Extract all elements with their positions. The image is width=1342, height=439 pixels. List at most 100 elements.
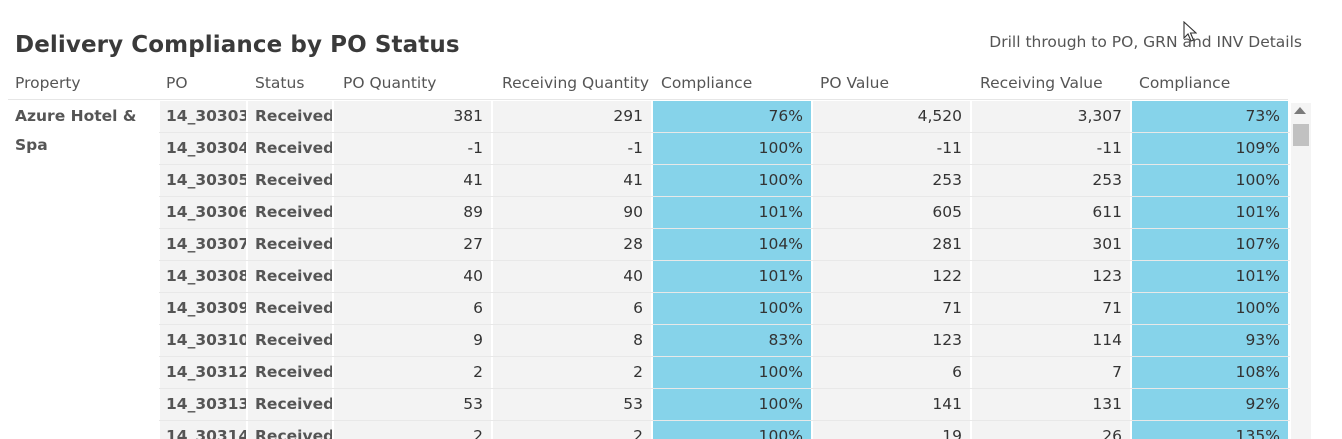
value-compliance-cell: 100% bbox=[1132, 293, 1288, 324]
row-divider bbox=[159, 164, 1290, 165]
po-cell: 14_30304 bbox=[160, 133, 246, 164]
quantity-compliance-cell: 100% bbox=[653, 133, 811, 164]
column-header-po-value[interactable]: PO Value bbox=[820, 74, 890, 92]
column-header-po-quantity[interactable]: PO Quantity bbox=[343, 74, 437, 92]
po-cell: 14_30312 bbox=[160, 357, 246, 388]
po-quantity-cell: 53 bbox=[334, 389, 491, 420]
table-row[interactable]: 14_30305 Received 41 41 100% 253 253 100% bbox=[0, 165, 1290, 197]
po-cell: 14_30314 bbox=[160, 421, 246, 439]
scrollbar-thumb[interactable] bbox=[1293, 124, 1309, 146]
po-cell: 14_30306 bbox=[160, 197, 246, 228]
status-cell: Received bbox=[248, 101, 332, 132]
row-divider bbox=[159, 260, 1290, 261]
po-cell: 14_30313 bbox=[160, 389, 246, 420]
receiving-value-cell: 301 bbox=[972, 229, 1130, 260]
po-quantity-cell: 6 bbox=[334, 293, 491, 324]
row-divider bbox=[159, 132, 1290, 133]
table-row[interactable]: 14_30308 Received 40 40 101% 122 123 101% bbox=[0, 261, 1290, 293]
row-divider bbox=[159, 388, 1290, 389]
receiving-quantity-cell: 53 bbox=[493, 389, 651, 420]
quantity-compliance-cell: 100% bbox=[653, 357, 811, 388]
receiving-quantity-cell: 28 bbox=[493, 229, 651, 260]
row-divider bbox=[159, 324, 1290, 325]
row-divider bbox=[159, 228, 1290, 229]
po-value-cell: 6 bbox=[813, 357, 970, 388]
receiving-quantity-cell: 90 bbox=[493, 197, 651, 228]
po-value-cell: 122 bbox=[813, 261, 970, 292]
column-header-property[interactable]: Property bbox=[15, 74, 81, 92]
vertical-scrollbar[interactable] bbox=[1291, 103, 1311, 439]
quantity-compliance-cell: 100% bbox=[653, 421, 811, 439]
po-value-cell: 4,520 bbox=[813, 101, 970, 132]
quantity-compliance-cell: 100% bbox=[653, 389, 811, 420]
mouse-cursor-icon bbox=[1183, 21, 1197, 42]
quantity-compliance-cell: 101% bbox=[653, 197, 811, 228]
po-value-cell: 605 bbox=[813, 197, 970, 228]
table-row[interactable]: 14_30309 Received 6 6 100% 71 71 100% bbox=[0, 293, 1290, 325]
quantity-compliance-cell: 101% bbox=[653, 261, 811, 292]
scroll-up-arrow-icon[interactable] bbox=[1294, 107, 1306, 114]
receiving-value-cell: 123 bbox=[972, 261, 1130, 292]
po-cell: 14_30305 bbox=[160, 165, 246, 196]
status-cell: Received bbox=[248, 325, 332, 356]
table-row[interactable]: 14_30306 Received 89 90 101% 605 611 101% bbox=[0, 197, 1290, 229]
status-cell: Received bbox=[248, 389, 332, 420]
value-compliance-cell: 109% bbox=[1132, 133, 1288, 164]
po-cell: 14_30303 bbox=[160, 101, 246, 132]
value-compliance-cell: 108% bbox=[1132, 357, 1288, 388]
value-compliance-cell: 92% bbox=[1132, 389, 1288, 420]
po-quantity-cell: 9 bbox=[334, 325, 491, 356]
column-header-receiving-value[interactable]: Receiving Value bbox=[980, 74, 1103, 92]
table-row[interactable]: 14_30304 Received -1 -1 100% -11 -11 109% bbox=[0, 133, 1290, 165]
status-cell: Received bbox=[248, 357, 332, 388]
status-cell: Received bbox=[248, 133, 332, 164]
receiving-value-cell: 253 bbox=[972, 165, 1130, 196]
table-row[interactable]: 14_30313 Received 53 53 100% 141 131 92% bbox=[0, 389, 1290, 421]
receiving-quantity-cell: 2 bbox=[493, 357, 651, 388]
receiving-value-cell: 3,307 bbox=[972, 101, 1130, 132]
po-value-cell: 281 bbox=[813, 229, 970, 260]
receiving-value-cell: 131 bbox=[972, 389, 1130, 420]
receiving-value-cell: 7 bbox=[972, 357, 1130, 388]
table-row[interactable]: 14_30310 Received 9 8 83% 123 114 93% bbox=[0, 325, 1290, 357]
column-header-compliance-quantity[interactable]: Compliance bbox=[661, 74, 753, 92]
column-header-compliance-value[interactable]: Compliance bbox=[1139, 74, 1231, 92]
po-quantity-cell: 40 bbox=[334, 261, 491, 292]
status-cell: Received bbox=[248, 421, 332, 439]
receiving-quantity-cell: 291 bbox=[493, 101, 651, 132]
po-value-cell: 71 bbox=[813, 293, 970, 324]
drill-through-link[interactable]: Drill through to PO, GRN and INV Details bbox=[989, 33, 1302, 51]
status-cell: Received bbox=[248, 261, 332, 292]
receiving-value-cell: 611 bbox=[972, 197, 1130, 228]
po-quantity-cell: 27 bbox=[334, 229, 491, 260]
column-header-status[interactable]: Status bbox=[255, 74, 305, 92]
po-value-cell: 19 bbox=[813, 421, 970, 439]
table-row[interactable]: 14_30307 Received 27 28 104% 281 301 107% bbox=[0, 229, 1290, 261]
receiving-quantity-cell: -1 bbox=[493, 133, 651, 164]
po-quantity-cell: 2 bbox=[334, 357, 491, 388]
row-divider bbox=[159, 292, 1290, 293]
receiving-quantity-cell: 40 bbox=[493, 261, 651, 292]
column-header-po[interactable]: PO bbox=[166, 74, 188, 92]
po-quantity-cell: 381 bbox=[334, 101, 491, 132]
status-cell: Received bbox=[248, 197, 332, 228]
receiving-quantity-cell: 6 bbox=[493, 293, 651, 324]
quantity-compliance-cell: 100% bbox=[653, 165, 811, 196]
value-compliance-cell: 93% bbox=[1132, 325, 1288, 356]
row-divider bbox=[159, 196, 1290, 197]
receiving-value-cell: 114 bbox=[972, 325, 1130, 356]
po-cell: 14_30307 bbox=[160, 229, 246, 260]
po-value-cell: -11 bbox=[813, 133, 970, 164]
table-row[interactable]: 14_30314 Received 2 2 100% 19 26 135% bbox=[0, 421, 1290, 439]
column-header-receiving-quantity[interactable]: Receiving Quantity bbox=[502, 74, 650, 92]
po-value-cell: 141 bbox=[813, 389, 970, 420]
receiving-value-cell: 71 bbox=[972, 293, 1130, 324]
table-row[interactable]: 14_30312 Received 2 2 100% 6 7 108% bbox=[0, 357, 1290, 389]
property-cell: Azure Hotel & Spa bbox=[15, 107, 137, 154]
po-value-cell: 253 bbox=[813, 165, 970, 196]
quantity-compliance-cell: 83% bbox=[653, 325, 811, 356]
po-quantity-cell: -1 bbox=[334, 133, 491, 164]
po-quantity-cell: 89 bbox=[334, 197, 491, 228]
table-row[interactable]: 14_30303 Received 381 291 76% 4,520 3,307 73% bbox=[0, 101, 1290, 133]
